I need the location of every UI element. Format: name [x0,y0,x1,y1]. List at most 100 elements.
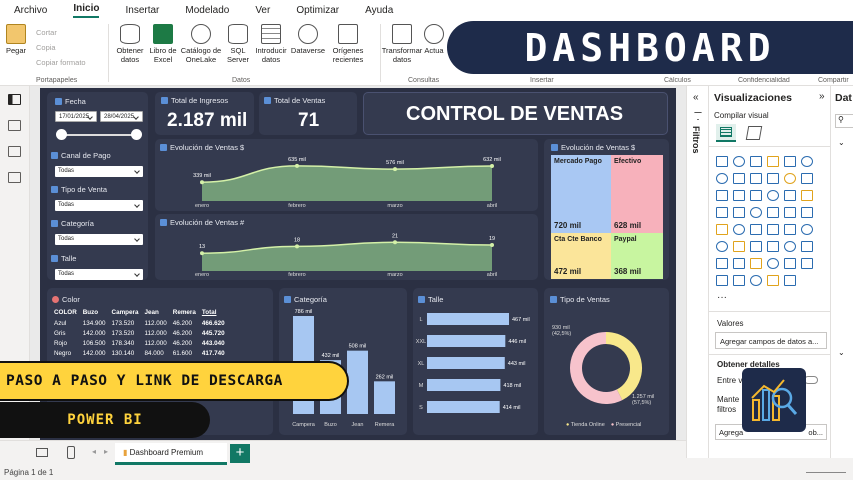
talle-dropdown[interactable]: Todas [55,269,143,280]
categoria-card[interactable]: Categoría 786 mil Campera 432 mil Buzo 508 m… [279,288,407,435]
menu-inicio[interactable]: Inicio [73,3,100,18]
visual-type-icon[interactable] [750,275,762,286]
visual-type-icon[interactable] [784,190,796,201]
visual-type-icon[interactable] [750,224,762,235]
visual-type-icon[interactable] [716,241,728,252]
visual-type-icon[interactable] [784,173,796,184]
prev-page-icon[interactable]: ◂ [92,447,97,456]
origenes-recientes-button[interactable]: Orígenes recientes [328,24,368,64]
menu-ver[interactable]: Ver [255,4,271,16]
zoom-slider[interactable] [806,472,846,473]
transformar-datos-button[interactable]: Transformar datos [382,24,422,64]
tipo-venta-dropdown[interactable]: Todas [55,200,143,211]
table-row[interactable]: Rojo 106.500 178.340 112.000 46.200 443.040 [51,338,228,348]
mobile-view-icon[interactable] [67,446,75,459]
pegar-button[interactable]: Pegar [6,24,26,55]
visual-type-icon[interactable] [784,258,796,269]
visual-type-icon[interactable] [733,173,745,184]
col-remera[interactable]: Remera [172,308,196,316]
format-visual-icon[interactable] [745,126,763,140]
build-visual-tab[interactable] [716,124,736,142]
visual-type-icon[interactable] [784,156,796,167]
tipo-ventas-card[interactable]: Tipo de Ventas 930 mil (42,5%) 1.257 mil(… [544,288,669,435]
dax-view-icon[interactable] [8,172,21,183]
visual-type-icon[interactable] [733,241,745,252]
col-jean[interactable]: Jean [144,308,159,316]
chevron-down-icon-2[interactable]: ⌄ [838,348,845,357]
date-range-handle-start[interactable] [56,129,67,140]
visual-type-icon[interactable] [784,241,796,252]
desktop-view-icon[interactable] [36,448,48,457]
table-row[interactable]: Azul 134.900 173.520 112.000 46.200 466.620 [51,318,228,328]
visual-type-icon[interactable] [767,173,779,184]
visual-type-icon[interactable] [801,207,813,218]
copiar-formato-button[interactable]: Copiar formato [36,58,86,67]
obtener-datos-button[interactable]: Obtener datos [114,24,146,64]
date-range-handle-end[interactable] [131,129,142,140]
visual-type-icon[interactable] [716,173,728,184]
col-total[interactable]: Total [201,308,217,316]
menu-insertar[interactable]: Insertar [125,4,160,16]
more-visuals-icon[interactable]: ··· [717,292,727,303]
visual-type-icon[interactable] [733,275,745,286]
visual-type-icon[interactable] [801,241,813,252]
visual-type-icon[interactable] [750,258,762,269]
visual-type-icon[interactable] [784,207,796,218]
visual-type-icon[interactable] [716,258,728,269]
visual-type-icon[interactable] [784,275,796,286]
visual-type-icon[interactable] [716,190,728,201]
tab-dashboard-premium[interactable]: ▮ Dashboard Premium [115,443,227,465]
kpi-ventas-card[interactable]: Total de Ventas 71 [259,92,357,135]
entre-toggle[interactable] [804,376,818,384]
legend-tienda-online[interactable]: ● Tienda Online [566,422,605,428]
evol-dinero-card[interactable]: Evolución de Ventas $ 339 mil enero 635 mi… [155,139,538,211]
libro-excel-button[interactable]: Libro de Excel [148,24,178,64]
visual-type-icon[interactable] [801,156,813,167]
legend-presencial[interactable]: ● Presencial [610,422,642,428]
fecha-to-input[interactable]: 28/04/2025 [100,111,143,122]
visual-type-icon[interactable] [750,190,762,201]
visual-type-icon[interactable] [733,207,745,218]
copia-button[interactable]: Copia [36,43,56,52]
visual-type-icon[interactable] [733,258,745,269]
treemap-card[interactable]: Evolución de Ventas $ Mercado Pago 720 mi… [544,139,669,280]
visual-type-icon[interactable] [733,224,745,235]
chevron-down-icon[interactable]: ⌄ [838,138,845,147]
visual-type-icon[interactable] [767,156,779,167]
visual-type-icon[interactable] [716,275,728,286]
visual-type-icon[interactable] [801,224,813,235]
fecha-from-input[interactable]: 17/01/2025 [55,111,97,122]
add-page-button[interactable]: + [230,444,250,463]
talle-card[interactable]: Talle 467 mil L 446 mil XXL 443 mil XL 418 mil… [413,288,538,435]
col-color[interactable]: COLOR [54,308,77,316]
visual-type-icon[interactable] [784,224,796,235]
kpi-ingresos-card[interactable]: Total de Ingresos 2.187 mil [155,92,254,135]
filters-pane-collapsed[interactable]: « Filtros [686,86,708,458]
menu-modelado[interactable]: Modelado [185,4,230,16]
visual-type-icon[interactable] [750,156,762,167]
visual-type-icon[interactable] [750,241,762,252]
actualizar-button[interactable]: Actua [424,24,444,55]
catalogo-onelake-button[interactable]: Catálogo de OneLake [180,24,222,64]
table-row[interactable]: Negro 142.000 130.140 84.000 61.600 417.740 [51,348,228,358]
visual-type-icon[interactable] [716,224,728,235]
visual-type-icon[interactable] [716,156,728,167]
visual-type-icon[interactable] [733,156,745,167]
visual-type-icon[interactable] [716,207,728,218]
dataverse-button[interactable]: Dataverse [290,24,326,55]
data-search-input[interactable]: ⚲ [835,114,853,128]
introducir-datos-button[interactable]: Introducir datos [254,24,288,64]
treemap-cell-paypal[interactable]: Paypal 368 mil [611,233,663,279]
canal-pago-dropdown[interactable]: Todas [55,166,143,177]
treemap-cell-efectivo[interactable]: Efectivo 628 mil [611,155,663,233]
visual-type-icon[interactable] [767,258,779,269]
visual-type-icon[interactable] [767,207,779,218]
table-view-icon[interactable] [8,120,21,131]
expand-icon[interactable]: « [693,92,699,103]
visual-type-icon[interactable] [750,207,762,218]
report-view-icon[interactable] [8,94,21,105]
table-row[interactable]: Gris 142.000 173.520 112.000 46.200 445.720 [51,328,228,338]
visual-type-icon[interactable] [750,173,762,184]
next-page-icon[interactable]: ▸ [104,447,109,456]
sql-server-button[interactable]: SQL Server [224,24,252,64]
